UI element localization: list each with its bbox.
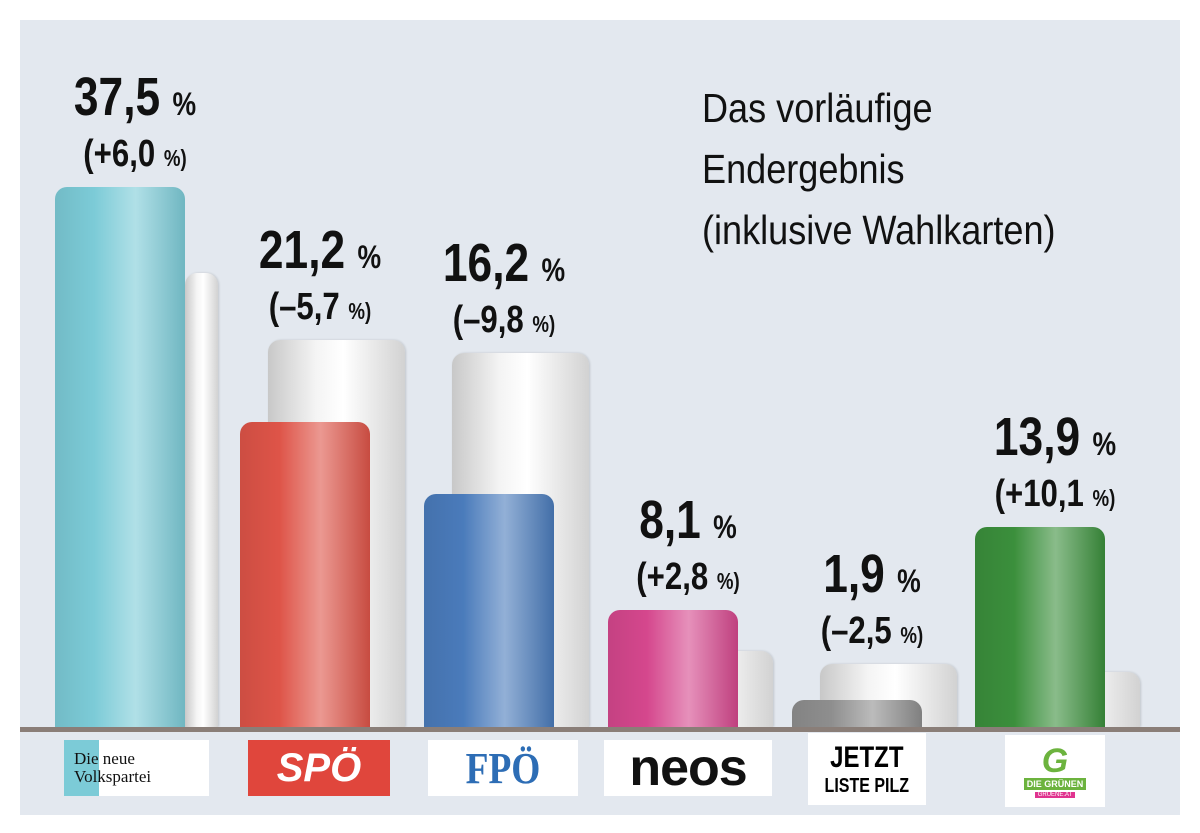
value-label: 8,1: [639, 490, 701, 551]
logo-text: GRUENE.AT: [1034, 792, 1076, 798]
unit: %): [716, 568, 740, 595]
x-axis-baseline: [20, 727, 1180, 732]
logo-text: LISTE PILZ: [824, 774, 910, 797]
logo-text: Die neue: [74, 749, 135, 768]
unit: %: [1092, 425, 1117, 462]
bar-oevp: [55, 187, 185, 727]
bar-jetzt: [792, 699, 922, 727]
unit: %: [357, 238, 382, 275]
title-line: Endergebnis: [702, 146, 905, 192]
value-label: 37,5: [73, 67, 161, 127]
unit: %: [541, 251, 566, 288]
data-label-spoe: 21,2 % (–5,7 %): [230, 222, 410, 333]
title-line: (inklusive Wahlkarten): [702, 207, 1056, 253]
logo-spoe: SPÖ: [248, 740, 390, 796]
value-label: 13,9: [993, 406, 1081, 467]
change-label: (+6,0: [83, 133, 156, 175]
bar-neos: [608, 610, 738, 727]
gruene-g-icon: G: [1041, 742, 1069, 780]
change-label: (+2,8: [636, 556, 709, 599]
unit: %): [532, 310, 556, 337]
logo-text: DIE GRÜNEN: [1023, 778, 1087, 790]
data-label-jetzt: 1,9 % (–2,5 %): [782, 546, 962, 657]
value-label: 16,2: [442, 232, 530, 293]
logo-text: JETZT: [830, 740, 904, 774]
change-label: (–2,5: [820, 609, 892, 652]
data-label-neos: 8,1 % (+2,8 %): [598, 492, 778, 603]
data-label-fpoe: 16,2 % (–9,8 %): [414, 235, 594, 346]
logo-text: SPÖ: [276, 745, 362, 790]
unit: %: [172, 86, 197, 122]
unit: %: [897, 562, 921, 599]
logo-text: neos: [629, 740, 747, 796]
bar-spoe: [240, 421, 370, 727]
bar-gruene: [975, 526, 1105, 727]
unit: %): [163, 145, 187, 171]
bar-fpoe: [424, 493, 554, 727]
change-label: (+10,1: [994, 472, 1084, 515]
bar-previous-oevp: [185, 273, 218, 727]
logo-oevp: Die neue Volkspartei: [64, 740, 209, 796]
logo-text: FPÖ: [465, 743, 541, 793]
unit: %): [900, 621, 924, 648]
logo-text: Volkspartei: [74, 767, 152, 786]
value-label: 1,9: [823, 543, 885, 604]
logo-neos: neos: [604, 740, 772, 796]
value-label: 21,2: [258, 219, 346, 280]
chart-title: Das vorläufige Endergebnis (inklusive Wa…: [702, 78, 1056, 261]
data-label-gruene: 13,9 % (+10,1 %): [965, 409, 1145, 520]
chart-area: Das vorläufige Endergebnis (inklusive Wa…: [20, 20, 1180, 815]
unit: %: [713, 509, 737, 546]
change-label: (–9,8: [452, 298, 524, 341]
logo-gruene: G DIE GRÜNEN GRUENE.AT: [1005, 735, 1105, 807]
data-label-oevp: 37,5 % (+6,0 %): [45, 69, 225, 180]
title-line: Das vorläufige: [702, 85, 933, 131]
unit: %): [1092, 484, 1116, 511]
unit: %): [348, 297, 372, 324]
change-label: (–5,7: [268, 285, 340, 328]
logo-jetzt: JETZT LISTE PILZ: [808, 733, 926, 805]
logo-fpoe: FPÖ: [428, 740, 578, 796]
